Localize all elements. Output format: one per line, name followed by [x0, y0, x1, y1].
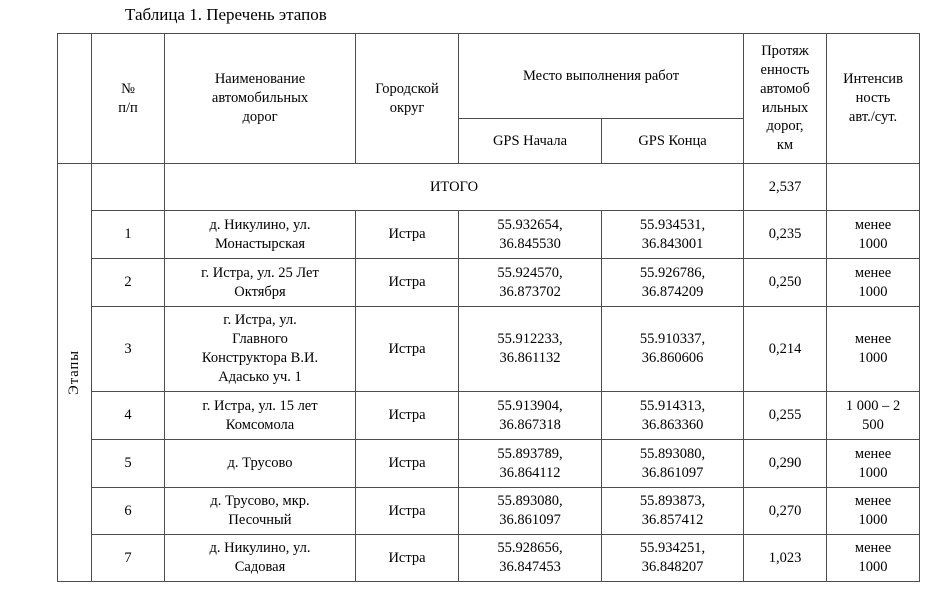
intensity-cell: менее 1000: [826, 534, 921, 582]
gps-start-cell: 55.893080, 36.861097: [458, 487, 602, 535]
table-row: 1 д. Никулино, ул. Монастырская Истра 55…: [58, 210, 921, 259]
gps-end-cell: 55.893080, 36.861097: [600, 439, 745, 488]
intensity-cell: менее 1000: [826, 487, 921, 535]
header-num: № п/п: [91, 33, 165, 164]
district-cell: Истра: [355, 210, 459, 259]
length-cell: 0,255: [743, 391, 828, 440]
table-row: 5 д. Трусово Истра 55.893789, 36.864112 …: [58, 439, 921, 488]
header-gps-end: GPS Конца: [600, 118, 745, 164]
district-cell: Истра: [355, 306, 459, 392]
stage-group-label: Этапы: [66, 350, 83, 395]
table-row: 4 г. Истра, ул. 15 лет Комсомола Истра 5…: [58, 391, 921, 440]
gps-end-cell: 55.934531, 36.843001: [600, 210, 745, 259]
row-num-cell: 5: [91, 439, 165, 488]
length-cell: 0,250: [743, 258, 828, 307]
table-row: 7 д. Никулино, ул. Садовая Истра 55.9286…: [58, 534, 921, 582]
table-row: 6 д. Трусово, мкр. Песочный Истра 55.893…: [58, 487, 921, 535]
header-gps-start: GPS Начала: [458, 118, 602, 164]
gps-start-cell: 55.928656, 36.847453: [458, 534, 602, 582]
gps-end-cell: 55.914313, 36.863360: [600, 391, 745, 440]
row-num-cell: 7: [91, 534, 165, 582]
length-cell: 1,023: [743, 534, 828, 582]
gps-end-cell: 55.893873, 36.857412: [600, 487, 745, 535]
district-cell: Истра: [355, 439, 459, 488]
length-cell: 0,235: [743, 210, 828, 259]
gps-start-cell: 55.893789, 36.864112: [458, 439, 602, 488]
header-road-name: Наименование автомобильных дорог: [164, 33, 356, 164]
gps-start-cell: 55.913904, 36.867318: [458, 391, 602, 440]
road-name-cell: д. Никулино, ул. Монастырская: [164, 210, 356, 259]
road-name-cell: г. Истра, ул. Главного Конструктора В.И.…: [164, 306, 356, 392]
stage-group-cell: Этапы: [57, 163, 92, 582]
road-name-cell: д. Трусово, мкр. Песочный: [164, 487, 356, 535]
gps-start-cell: 55.924570, 36.873702: [458, 258, 602, 307]
total-label-cell: ИТОГО: [163, 163, 745, 211]
header-work-place: Место выполнения работ: [457, 33, 745, 119]
header-row-1: № п/п Наименование автомобильных дорог Г…: [57, 33, 921, 164]
header-intensity: Интенсив ность авт./сут.: [826, 33, 921, 164]
header-length: Протяж енность автомоб ильных дорог, км: [743, 33, 828, 164]
road-name-cell: г. Истра, ул. 15 лет Комсомола: [164, 391, 356, 440]
row-num-cell: 3: [91, 306, 165, 392]
header-district: Городской округ: [355, 33, 459, 164]
total-intensity-cell: [826, 163, 921, 211]
total-row: Этапы ИТОГО 2,537: [57, 163, 921, 582]
table-row: 3 г. Истра, ул. Главного Конструктора В.…: [58, 306, 921, 392]
district-cell: Истра: [355, 258, 459, 307]
stages-table: № п/п Наименование автомобильных дорог Г…: [57, 33, 921, 582]
length-cell: 0,214: [743, 306, 828, 392]
gps-start-cell: 55.912233, 36.861132: [458, 306, 602, 392]
length-cell: 0,290: [743, 439, 828, 488]
row-num-cell: 6: [91, 487, 165, 535]
road-name-cell: г. Истра, ул. 25 Лет Октября: [164, 258, 356, 307]
gps-end-cell: 55.926786, 36.874209: [600, 258, 745, 307]
intensity-cell: менее 1000: [826, 439, 921, 488]
district-cell: Истра: [355, 487, 459, 535]
table-title: Таблица 1. Перечень этапов: [125, 5, 327, 24]
road-name-cell: д. Трусово: [164, 439, 356, 488]
intensity-cell: менее 1000: [826, 210, 921, 259]
header-corner-cell: [57, 33, 92, 164]
row-num-cell: 1: [91, 210, 165, 259]
intensity-cell: 1 000 – 2 500: [826, 391, 921, 440]
table-row: 2 г. Истра, ул. 25 Лет Октября Истра 55.…: [58, 258, 921, 307]
intensity-cell: менее 1000: [826, 258, 921, 307]
total-num-cell: [91, 163, 165, 211]
gps-end-cell: 55.934251, 36.848207: [600, 534, 745, 582]
row-num-cell: 4: [91, 391, 165, 440]
length-cell: 0,270: [743, 487, 828, 535]
gps-end-cell: 55.910337, 36.860606: [600, 306, 745, 392]
road-name-cell: д. Никулино, ул. Садовая: [164, 534, 356, 582]
total-length-cell: 2,537: [743, 163, 828, 211]
district-cell: Истра: [355, 391, 459, 440]
district-cell: Истра: [355, 534, 459, 582]
header-row-2: GPS Начала GPS Конца: [58, 118, 920, 164]
gps-start-cell: 55.932654, 36.845530: [458, 210, 602, 259]
row-num-cell: 2: [91, 258, 165, 307]
intensity-cell: менее 1000: [826, 306, 921, 392]
